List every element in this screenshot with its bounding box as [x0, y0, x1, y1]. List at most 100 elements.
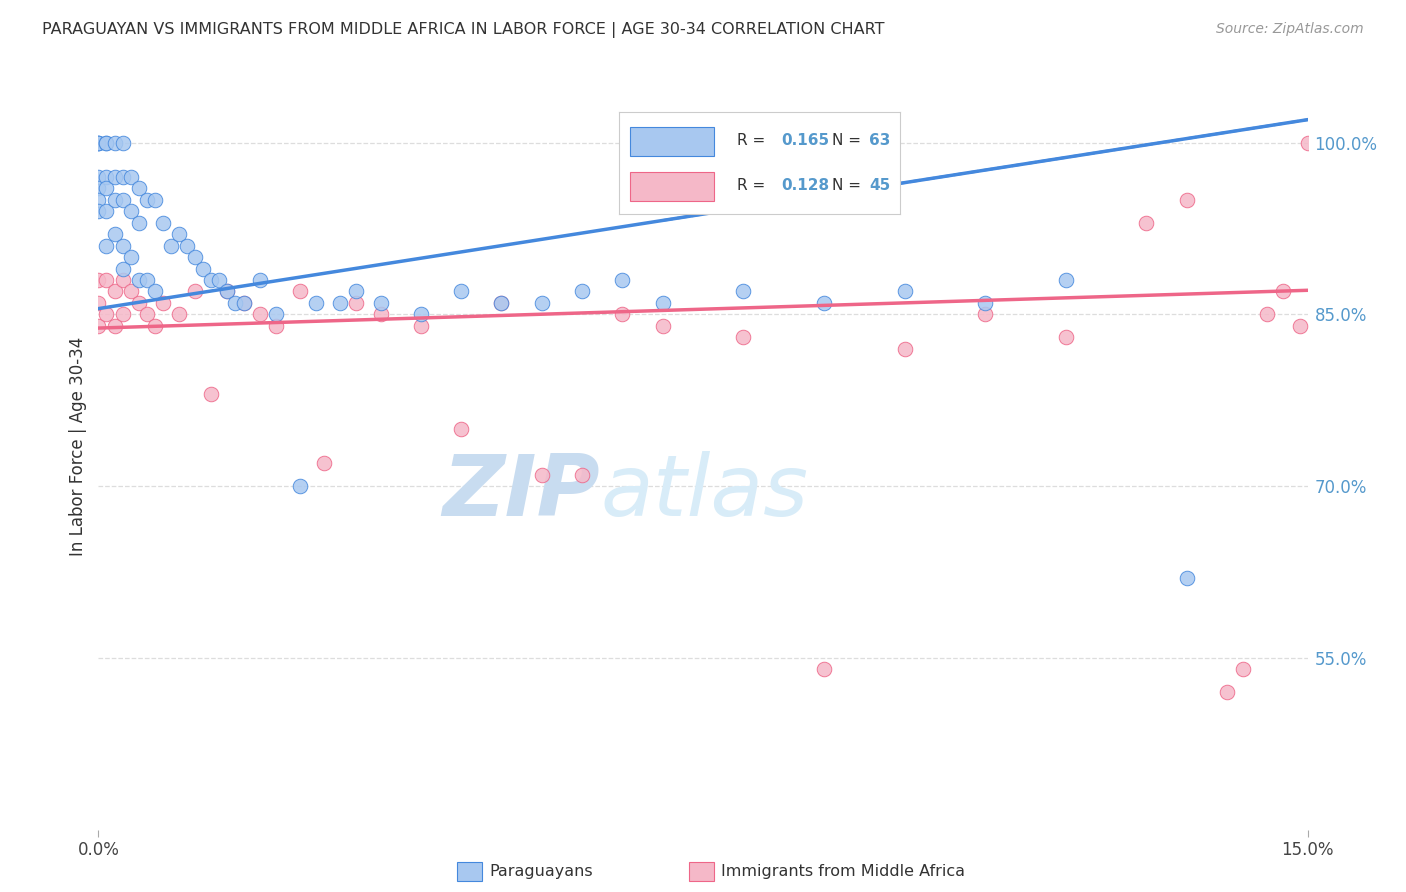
Point	[103, 227, 125, 242]
Point	[184, 250, 207, 264]
Point	[329, 296, 352, 310]
Point	[305, 296, 328, 310]
Point	[103, 193, 125, 207]
Point	[167, 307, 190, 321]
Point	[128, 216, 150, 230]
Point	[530, 467, 553, 482]
Point	[1256, 307, 1278, 321]
Point	[224, 296, 246, 310]
Point	[135, 273, 157, 287]
Point	[87, 296, 110, 310]
Text: N =: N =	[832, 178, 866, 193]
Point	[111, 193, 134, 207]
Point	[288, 285, 311, 299]
Text: R =: R =	[737, 178, 770, 193]
Point	[1175, 571, 1198, 585]
Point	[612, 307, 634, 321]
Point	[96, 204, 118, 219]
Point	[120, 204, 142, 219]
Point	[974, 307, 997, 321]
Point	[87, 169, 110, 184]
Text: 0.128: 0.128	[782, 178, 830, 193]
Point	[344, 296, 367, 310]
Point	[409, 307, 432, 321]
Point	[733, 285, 755, 299]
Point	[813, 296, 835, 310]
Point	[491, 296, 513, 310]
Point	[217, 285, 239, 299]
Point	[111, 169, 134, 184]
Bar	[630, 127, 714, 155]
Point	[128, 296, 150, 310]
Text: PARAGUAYAN VS IMMIGRANTS FROM MIDDLE AFRICA IN LABOR FORCE | AGE 30-34 CORRELATI: PARAGUAYAN VS IMMIGRANTS FROM MIDDLE AFR…	[42, 22, 884, 38]
Point	[370, 296, 392, 310]
Text: atlas: atlas	[600, 450, 808, 533]
Point	[450, 422, 472, 436]
Point	[96, 307, 118, 321]
Point	[974, 296, 997, 310]
Point	[1296, 136, 1319, 150]
Point	[103, 318, 125, 333]
Point	[128, 181, 150, 195]
Point	[530, 296, 553, 310]
Point	[450, 285, 472, 299]
Point	[612, 273, 634, 287]
Point	[120, 250, 142, 264]
Point	[288, 479, 311, 493]
Point	[409, 318, 432, 333]
Point	[571, 285, 593, 299]
Text: R =: R =	[737, 133, 770, 148]
Point	[733, 330, 755, 344]
Point	[87, 136, 110, 150]
Point	[120, 169, 142, 184]
Point	[143, 318, 166, 333]
Point	[96, 136, 118, 150]
Point	[249, 307, 271, 321]
Point	[87, 181, 110, 195]
Point	[200, 273, 222, 287]
Point	[96, 181, 118, 195]
Point	[87, 273, 110, 287]
Point	[111, 273, 134, 287]
Point	[111, 136, 134, 150]
Text: Paraguayans: Paraguayans	[489, 864, 593, 879]
Point	[128, 273, 150, 287]
Point	[571, 467, 593, 482]
Point	[135, 193, 157, 207]
Point	[651, 296, 673, 310]
Point	[1216, 685, 1239, 699]
Point	[232, 296, 254, 310]
Point	[651, 318, 673, 333]
Point	[143, 193, 166, 207]
Point	[1272, 285, 1295, 299]
Point	[111, 261, 134, 276]
Point	[96, 238, 118, 252]
Point	[87, 318, 110, 333]
Point	[135, 307, 157, 321]
Point	[103, 285, 125, 299]
Point	[813, 662, 835, 676]
Point	[491, 296, 513, 310]
Point	[249, 273, 271, 287]
Point	[87, 136, 110, 150]
Point	[1054, 273, 1077, 287]
Point	[167, 227, 190, 242]
Point	[370, 307, 392, 321]
Point	[87, 136, 110, 150]
Point	[103, 136, 125, 150]
Point	[120, 285, 142, 299]
Point	[96, 273, 118, 287]
Text: 63: 63	[869, 133, 890, 148]
Point	[344, 285, 367, 299]
Point	[96, 169, 118, 184]
Point	[200, 387, 222, 401]
Point	[264, 307, 287, 321]
Text: 0.165: 0.165	[782, 133, 830, 148]
Point	[103, 169, 125, 184]
Point	[208, 273, 231, 287]
Text: 45: 45	[869, 178, 890, 193]
Point	[111, 238, 134, 252]
Point	[143, 285, 166, 299]
Bar	[630, 172, 714, 201]
Point	[264, 318, 287, 333]
